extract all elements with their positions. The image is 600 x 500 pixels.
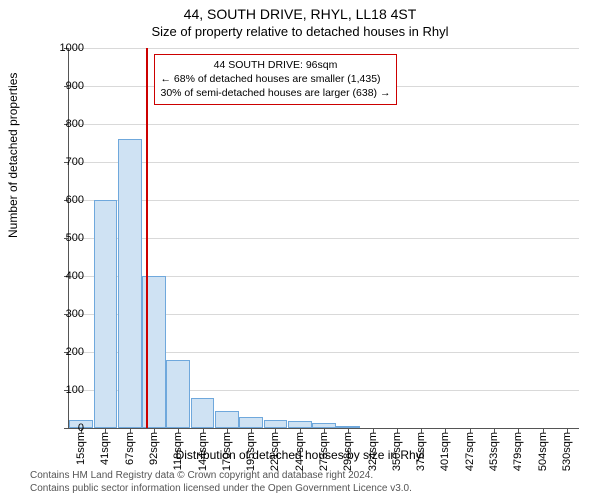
y-axis-label: Number of detached properties: [6, 73, 20, 238]
y-tick-label: 0: [44, 422, 84, 434]
histogram-bar: [191, 398, 215, 428]
histogram-bar: [264, 420, 288, 428]
histogram-bar: [166, 360, 190, 428]
histogram-bar: [215, 411, 239, 428]
property-indicator-line: [146, 48, 148, 428]
y-tick-label: 600: [44, 194, 84, 206]
y-tick-label: 300: [44, 308, 84, 320]
y-tick-label: 400: [44, 270, 84, 282]
histogram-bar: [118, 139, 142, 428]
y-tick-label: 900: [44, 80, 84, 92]
annotation-line: 44 SOUTH DRIVE: 96sqm: [161, 58, 391, 72]
histogram-bar: [288, 421, 312, 428]
annotation-box: 44 SOUTH DRIVE: 96sqm← 68% of detached h…: [154, 54, 398, 105]
plot-area: 15sqm41sqm67sqm92sqm118sqm144sqm170sqm19…: [68, 48, 579, 429]
chart-subtitle: Size of property relative to detached ho…: [0, 24, 600, 39]
x-axis-label: Distribution of detached houses by size …: [0, 448, 600, 462]
footer-line2: Contains public sector information licen…: [30, 483, 412, 496]
y-tick-label: 200: [44, 346, 84, 358]
y-tick-label: 800: [44, 118, 84, 130]
chart-container: 44, SOUTH DRIVE, RHYL, LL18 4ST Size of …: [0, 0, 600, 500]
histogram-bar: [94, 200, 118, 428]
footer-attribution: Contains HM Land Registry data © Crown c…: [30, 470, 412, 495]
y-tick-label: 100: [44, 384, 84, 396]
histogram-bar: [239, 417, 263, 428]
page-title: 44, SOUTH DRIVE, RHYL, LL18 4ST: [0, 6, 600, 22]
y-tick-label: 700: [44, 156, 84, 168]
y-tick-label: 500: [44, 232, 84, 244]
annotation-line: 30% of semi-detached houses are larger (…: [161, 86, 391, 100]
y-tick-label: 1000: [44, 42, 84, 54]
annotation-line: ← 68% of detached houses are smaller (1,…: [161, 72, 391, 86]
footer-line1: Contains HM Land Registry data © Crown c…: [30, 470, 412, 483]
